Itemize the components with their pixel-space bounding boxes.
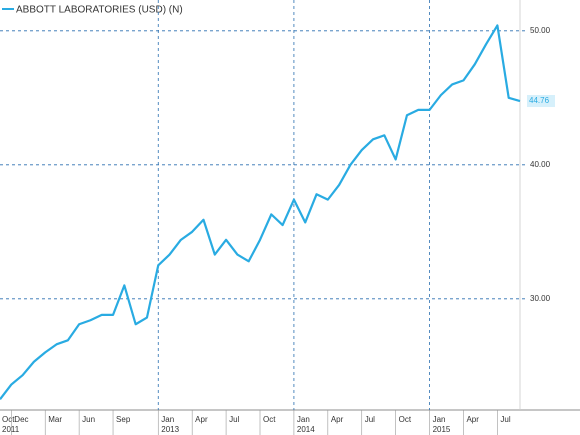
x-tick-label: Sep xyxy=(116,415,131,424)
x-year-label: 2014 xyxy=(297,425,315,434)
x-tick-label: Mar xyxy=(48,415,62,424)
last-value-label: 44.76 xyxy=(529,96,550,105)
x-tick-label: Apr xyxy=(195,415,208,424)
x-tick-label: Jan xyxy=(161,415,174,424)
x-tick-label: Jul xyxy=(229,415,239,424)
price-line xyxy=(0,24,521,400)
y-tick-label: 40.00 xyxy=(530,160,551,169)
x-tick-label: Jun xyxy=(82,415,95,424)
x-tick-label: Oct xyxy=(263,415,276,424)
x-tick-label: Jul xyxy=(500,415,510,424)
x-tick-label: Oct xyxy=(399,415,412,424)
x-tick-label: Jan xyxy=(297,415,310,424)
x-tick-label: Dec xyxy=(14,415,28,424)
x-year-label: 2015 xyxy=(433,425,451,434)
y-tick-label: 50.00 xyxy=(530,26,551,35)
x-year-label: 2011 xyxy=(2,425,20,434)
x-year-label: 2013 xyxy=(161,425,179,434)
y-tick-label: 30.00 xyxy=(530,294,551,303)
x-tick-label: Oct xyxy=(2,415,15,424)
x-tick-label: Apr xyxy=(331,415,344,424)
legend-label: ABBOTT LABORATORIES (USD) (N) xyxy=(16,5,183,16)
x-tick-label: Jul xyxy=(365,415,375,424)
last-value-box xyxy=(527,95,555,108)
x-tick-label: Apr xyxy=(466,415,479,424)
x-tick-label: Jan xyxy=(433,415,446,424)
